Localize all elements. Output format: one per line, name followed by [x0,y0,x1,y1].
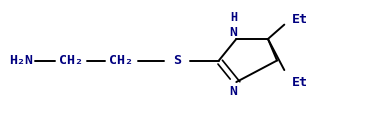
Text: N: N [230,26,237,39]
Text: Et: Et [292,13,308,26]
Text: N: N [230,85,237,98]
Text: S: S [173,54,181,67]
Text: Et: Et [292,76,308,89]
Text: CH₂: CH₂ [110,54,134,67]
Text: CH₂: CH₂ [58,54,82,67]
Text: H: H [230,11,237,24]
Text: H₂N: H₂N [9,54,33,67]
